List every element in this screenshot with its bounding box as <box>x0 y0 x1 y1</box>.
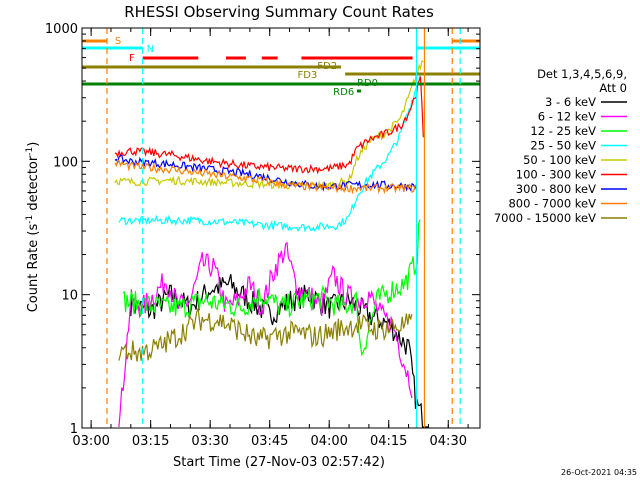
series-line-6-12-kev <box>118 241 413 428</box>
y-tick-label: 1 <box>70 422 78 437</box>
legend-label-300-800-kev: 300 - 800 keV <box>516 182 596 196</box>
legend-label-800-7000-kev: 800 - 7000 keV <box>508 197 596 211</box>
x-tick-label: 04:00 <box>310 434 347 449</box>
state-label-s: S <box>115 36 121 47</box>
x-tick-label: 03:30 <box>191 434 228 449</box>
chart-title: RHESSI Observing Summary Count Rates <box>124 3 434 21</box>
state-label-fd3: FD3 <box>297 70 317 81</box>
series-line-800-7000-kev <box>114 159 417 195</box>
series-line-7000-15000-kev <box>118 306 413 362</box>
series-line-300-800-kev <box>114 154 417 192</box>
state-label-fd2: FD2 <box>317 61 337 72</box>
y-tick-label: 1000 <box>45 22 78 37</box>
data-layer <box>114 60 428 428</box>
render-timestamp: 26-Oct-2021 04:35 <box>561 468 637 477</box>
y-axis-label-end: ) <box>26 142 41 147</box>
plot-frame <box>81 27 481 429</box>
y-tick-label: 100 <box>53 155 78 170</box>
series-line-100-300-kev <box>114 76 424 175</box>
legend-label-3-6-kev: 3 - 6 keV <box>545 95 596 109</box>
legend-label-100-300-kev: 100 - 300 keV <box>516 168 596 182</box>
series-line-12-25-kev <box>122 219 421 357</box>
y-axis-label-tail: detector <box>26 155 41 215</box>
state-label-rd0: RD0 <box>357 78 378 89</box>
state-label-n: N <box>147 44 154 55</box>
state-label-rd6: RD6 <box>333 87 354 98</box>
x-tick-label: 03:00 <box>72 434 109 449</box>
y-axis-label: Count Rate (s-1 detector-1) <box>25 142 41 313</box>
y-axis-label-exp2: -1 <box>25 147 35 156</box>
y-tick-label: 10 <box>61 289 78 304</box>
x-tick-label: 04:30 <box>430 434 467 449</box>
legend-header-line2: Att 0 <box>599 81 627 95</box>
series-line-25-50-kev <box>118 73 421 233</box>
y-axis-label-exp1: -1 <box>25 215 35 224</box>
legend-label-7000-15000-kev: 7000 - 15000 keV <box>494 211 596 225</box>
x-tick-label: 04:15 <box>370 434 407 449</box>
legend-label-25-50-kev: 25 - 50 keV <box>530 139 596 153</box>
state-label-f: F <box>129 53 135 64</box>
legend-label-50-100-kev: 50 - 100 keV <box>523 153 596 167</box>
series-line-3-6-kev <box>130 274 428 428</box>
legend-label-12-25-kev: 12 - 25 keV <box>530 124 596 138</box>
x-axis-label: Start Time (27-Nov-03 02:57:42) <box>173 455 385 470</box>
x-tick-label: 03:45 <box>251 434 288 449</box>
legend-header-line1: Det 1,3,4,5,6,9, <box>537 67 627 81</box>
axes: 03:00 03:15 03:30 03:45 04:00 04:15 04:30 1 10 10… <box>45 22 481 449</box>
legend-label-6-12-kev: 6 - 12 keV <box>538 110 596 124</box>
x-tick-label: 03:15 <box>132 434 169 449</box>
y-axis-label-main: Count Rate (s <box>26 224 41 313</box>
